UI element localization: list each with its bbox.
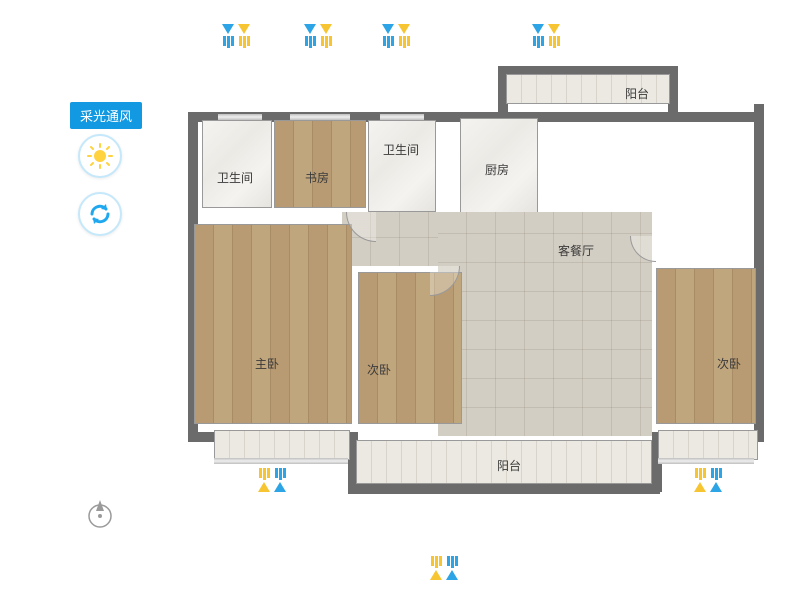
room-label-bath2: 卫生间 (383, 141, 419, 158)
sun-icon-button[interactable] (78, 134, 122, 178)
room-label-living: 客餐厅 (558, 242, 594, 259)
sun-arrow-icon (320, 24, 332, 48)
room-bath2: 卫生间 (368, 120, 436, 212)
room-bed2: 次卧 (358, 272, 462, 424)
room-kitchen: 厨房 (460, 118, 538, 214)
room-label-master: 主卧 (255, 355, 279, 372)
room-label-study: 书房 (305, 169, 329, 186)
air-arrow-icon (274, 468, 286, 492)
room-label-bed3: 次卧 (717, 355, 741, 372)
air-arrow-icon (446, 556, 458, 580)
air-arrow-icon (382, 24, 394, 48)
window (380, 114, 424, 120)
sun-icon (87, 143, 113, 169)
room-label-bed2: 次卧 (367, 361, 391, 378)
room-master: 主卧 (194, 224, 352, 424)
refresh-icon (87, 201, 113, 227)
room-bath1: 卫生间 (202, 120, 272, 208)
compass-icon (82, 494, 118, 530)
air-arrow-icon (304, 24, 316, 48)
room-balcony-mid: 阳台 (356, 440, 652, 484)
sun-arrow-icon (238, 24, 250, 48)
room-balcony-bl (214, 430, 350, 460)
room-label-bath1: 卫生间 (217, 169, 253, 186)
room-label-balcony-mid: 阳台 (497, 457, 521, 474)
air-arrow-icon (532, 24, 544, 48)
room-label-balcony-top: 阳台 (625, 85, 649, 102)
sun-arrow-icon (398, 24, 410, 48)
ventilation-icon-button[interactable] (78, 192, 122, 236)
room-balcony-br (658, 430, 758, 460)
legend-lighting-ventilation[interactable]: 采光通风 (70, 102, 142, 129)
room-label-kitchen: 厨房 (485, 161, 509, 178)
air-arrow-icon (222, 24, 234, 48)
sun-arrow-icon (258, 468, 270, 492)
air-arrow-icon (710, 468, 722, 492)
room-study: 书房 (274, 120, 366, 208)
legend-label: 采光通风 (80, 109, 132, 124)
sun-arrow-icon (548, 24, 560, 48)
sun-arrow-icon (694, 468, 706, 492)
window (214, 458, 348, 464)
sun-arrow-icon (430, 556, 442, 580)
window (290, 114, 350, 120)
floorplan: 卫生间 书房 卫生间 厨房 阳台 客餐厅 主卧 次卧 次卧 阳台 (170, 60, 770, 520)
room-bed3: 次卧 (656, 268, 756, 424)
window (658, 458, 754, 464)
room-living: 客餐厅 (438, 212, 652, 436)
room-balcony-top: 阳台 (506, 74, 670, 104)
window (218, 114, 262, 120)
